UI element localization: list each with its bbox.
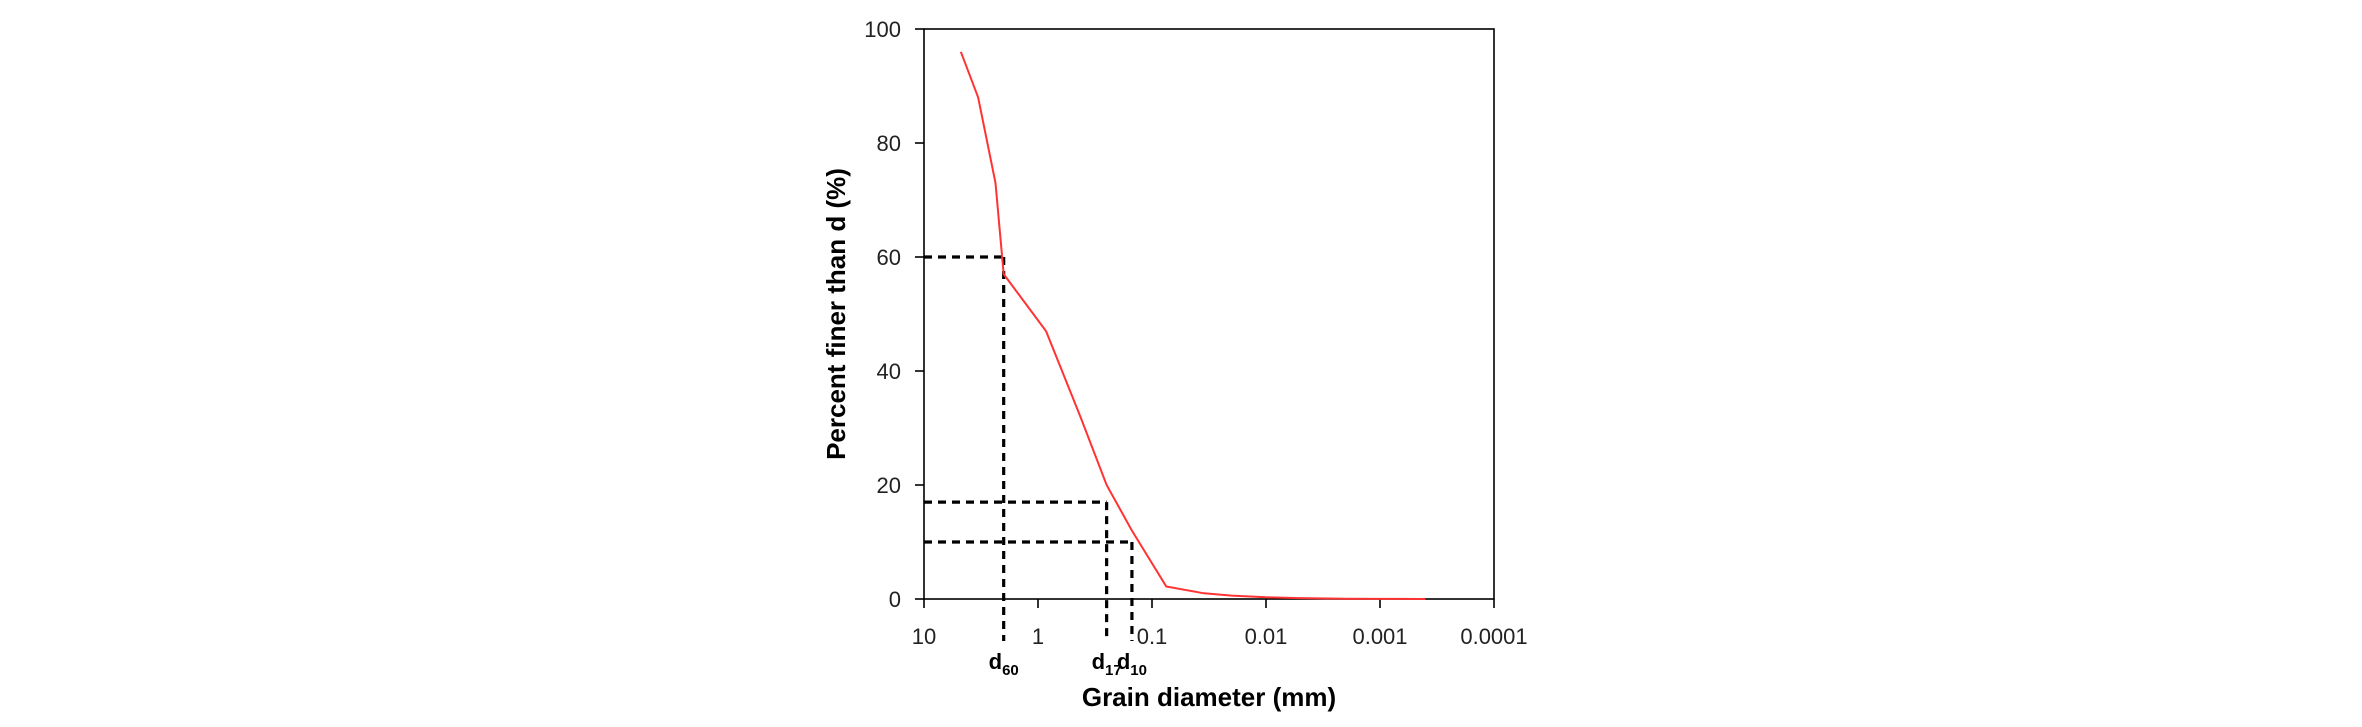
x-tick-label: 0.01 (1245, 624, 1288, 649)
y-tick-label: 20 (877, 473, 901, 498)
x-axis-title: Grain diameter (mm) (1082, 682, 1336, 712)
x-tick-label: 0.0001 (1460, 624, 1527, 649)
y-tick-label: 60 (877, 245, 901, 270)
y-tick-label: 0 (889, 587, 901, 612)
axes-layer: 0 20 40 60 80 100 10 1 0.1 0.01 0.001 0.0001 (864, 17, 1527, 649)
grading-curve (959, 51, 1426, 600)
reference-label: d17 (1092, 649, 1122, 679)
x-tick-label: 0.1 (1137, 624, 1168, 649)
y-tick-label: 100 (864, 17, 901, 42)
reference-label: d10 (1117, 649, 1147, 679)
x-tick-label: 1 (1032, 624, 1044, 649)
y-axis-title: Percent finer than d (%) (821, 168, 851, 460)
reference-label: d60 (989, 649, 1019, 679)
curve-layer (959, 51, 1426, 600)
x-tick-label: 10 (912, 624, 936, 649)
plot-frame (923, 28, 1495, 600)
x-tick-label: 0.001 (1352, 624, 1407, 649)
y-tick-label: 80 (877, 131, 901, 156)
y-tick-label: 40 (877, 359, 901, 384)
